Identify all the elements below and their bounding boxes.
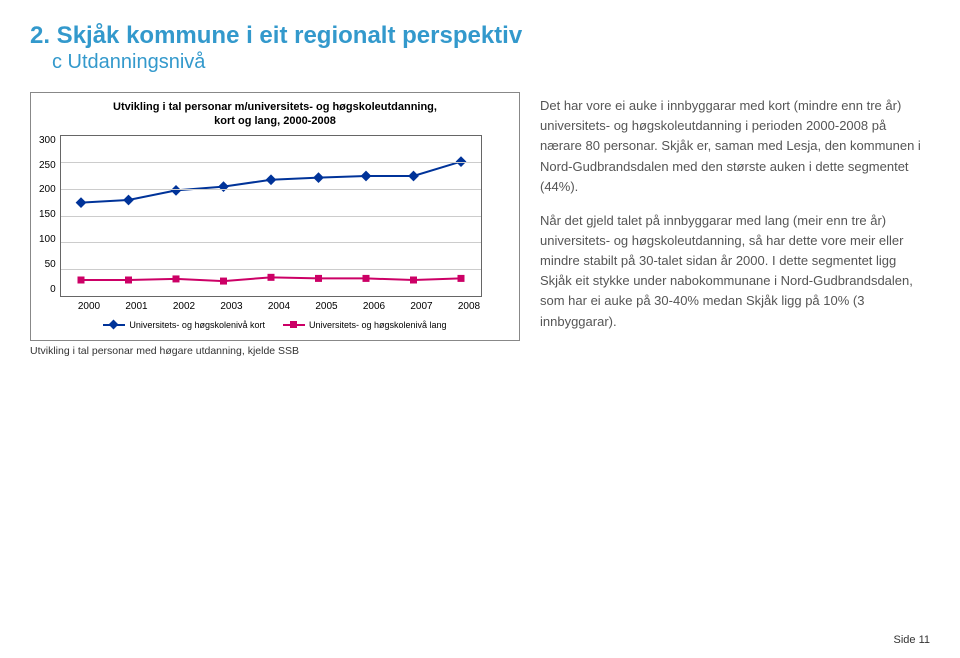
gridline [61, 216, 481, 217]
gridline [61, 242, 481, 243]
legend-marker [290, 321, 297, 328]
x-tick-label: 2000 [69, 301, 109, 312]
series-marker [410, 276, 417, 283]
y-tick-label: 100 [39, 234, 56, 245]
page-number: Side 11 [894, 634, 931, 646]
chart-caption: Utvikling i tal personar med høgare utda… [30, 345, 520, 357]
y-tick-label: 150 [39, 209, 56, 220]
series-marker [457, 275, 464, 282]
chart-legend: Universitets- og høgskolenivå kort Univer… [39, 320, 511, 330]
page-subtitle: c Utdanningsnivå [52, 51, 930, 74]
series-marker [313, 172, 324, 183]
x-tick-label: 2001 [117, 301, 157, 312]
series-marker [220, 277, 227, 284]
left-column: Utvikling i tal personar m/universitets-… [30, 92, 520, 357]
x-tick-label: 2002 [164, 301, 204, 312]
series-marker [125, 276, 132, 283]
x-tick-label: 2006 [354, 301, 394, 312]
y-tick-label: 0 [50, 284, 56, 295]
series-marker [172, 275, 179, 282]
legend-item: Universitets- og høgskolenivå lang [283, 320, 447, 330]
series-marker [455, 156, 466, 167]
series-marker [170, 185, 181, 196]
chart-title-line1: Utvikling i tal personar m/universitets-… [113, 101, 437, 113]
x-tick-label: 2003 [212, 301, 252, 312]
series-marker [77, 276, 84, 283]
series-marker [360, 170, 371, 181]
chart-frame: Utvikling i tal personar m/universitets-… [30, 92, 520, 341]
series-marker [123, 194, 134, 205]
chart-title-line2: kort og lang, 2000-2008 [214, 115, 336, 127]
series-marker [218, 181, 229, 192]
legend-item: Universitets- og høgskolenivå kort [103, 320, 265, 330]
chart-title: Utvikling i tal personar m/universitets-… [39, 101, 511, 129]
x-axis: 2000 2001 2002 2003 2004 2005 2006 2007 2008 [69, 301, 489, 312]
x-tick-label: 2004 [259, 301, 299, 312]
legend-label: Universitets- og høgskolenivå lang [309, 320, 447, 330]
series-marker [265, 174, 276, 185]
y-tick-label: 300 [39, 135, 56, 146]
plot-wrap: 300 250 200 150 100 50 0 [39, 135, 511, 297]
y-axis: 300 250 200 150 100 50 0 [39, 135, 60, 295]
series-marker [75, 197, 86, 208]
body-paragraph-2: Når det gjeld talet på innbyggarar med l… [540, 211, 930, 332]
series-marker [315, 275, 322, 282]
y-tick-label: 200 [39, 184, 56, 195]
gridline [61, 189, 481, 190]
series-marker [267, 274, 274, 281]
legend-marker [109, 319, 119, 329]
legend-swatch [103, 324, 125, 326]
x-tick-label: 2005 [307, 301, 347, 312]
right-column: Det har vore ei auke i innbyggarar med k… [540, 92, 930, 357]
x-tick-label: 2008 [449, 301, 489, 312]
page-title: 2. Skjåk kommune i eit regionalt perspek… [30, 20, 930, 51]
x-tick-label: 2007 [402, 301, 442, 312]
series-marker [362, 275, 369, 282]
y-tick-label: 50 [45, 259, 56, 270]
body-paragraph-1: Det har vore ei auke i innbyggarar med k… [540, 96, 930, 197]
plot-area [60, 135, 482, 297]
legend-swatch [283, 324, 305, 326]
series-marker [408, 170, 419, 181]
y-tick-label: 250 [39, 160, 56, 171]
content-two-column: Utvikling i tal personar m/universitets-… [30, 92, 930, 357]
legend-label: Universitets- og høgskolenivå kort [129, 320, 265, 330]
gridline [61, 162, 481, 163]
gridline [61, 269, 481, 270]
